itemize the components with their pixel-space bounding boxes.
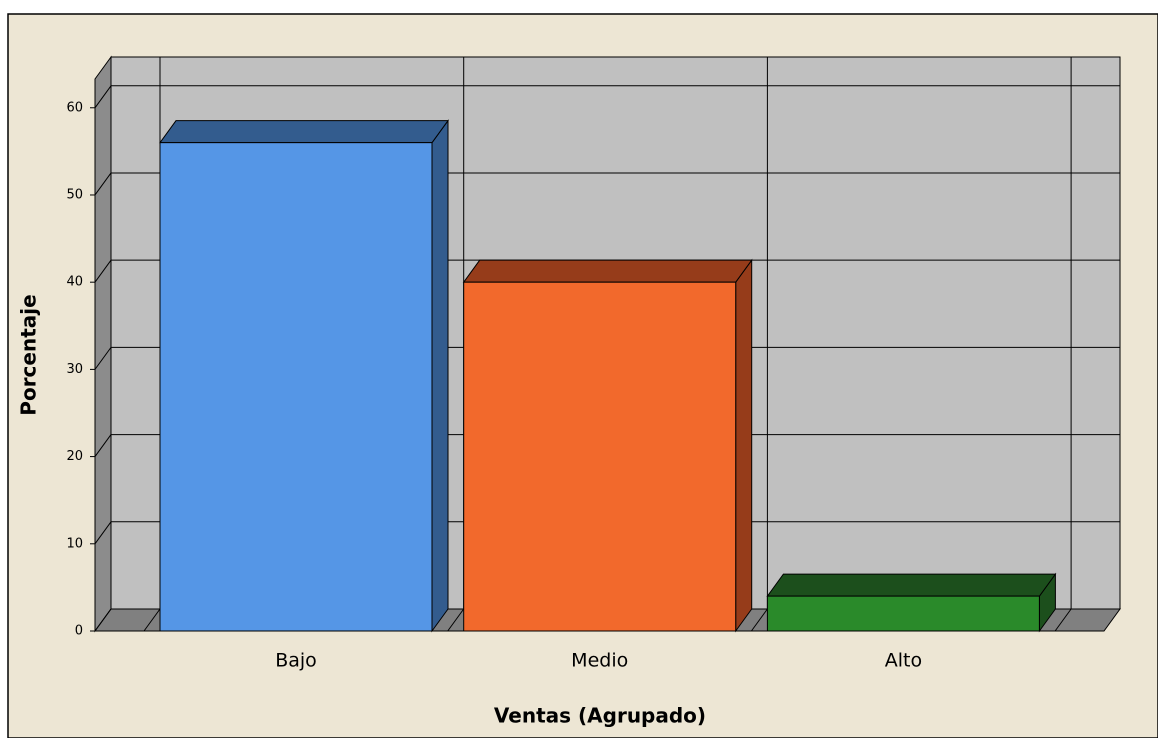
bar-side (431, 119, 449, 633)
side-grid-line (94, 434, 112, 457)
x-tick-label: Medio (571, 650, 628, 672)
bar-top (159, 120, 449, 144)
y-tick-label: 60 (66, 100, 83, 115)
side-grid-line (94, 259, 112, 283)
side-grid-line (94, 85, 112, 109)
side-grid-line (94, 521, 112, 545)
floor-line (750, 608, 768, 632)
side-grid-line (94, 172, 112, 196)
y-tick-label: 0 (75, 624, 83, 639)
side-grid-line (94, 347, 112, 370)
floor-line (1054, 608, 1072, 632)
y-tick-label: 30 (66, 362, 83, 377)
y-tick-label: 50 (66, 187, 83, 202)
y-tick-label: 40 (66, 275, 83, 290)
bar (463, 281, 737, 632)
bar-top (766, 573, 1057, 597)
bar (159, 142, 433, 632)
side-grid-line (94, 608, 112, 632)
floor-line (447, 608, 465, 632)
y-axis-title: Porcentaje (17, 294, 41, 415)
x-axis-title: Ventas (Agrupado) (494, 704, 706, 728)
bar-side (735, 258, 753, 633)
x-tick-label: Bajo (275, 650, 317, 672)
bar (766, 595, 1040, 632)
bar-top (462, 259, 753, 283)
side-wall (94, 55, 112, 633)
y-tick-label: 20 (66, 449, 83, 464)
x-tick-label: Alto (885, 650, 922, 672)
y-tick-label: 10 (66, 536, 83, 551)
floor-line (143, 608, 161, 632)
